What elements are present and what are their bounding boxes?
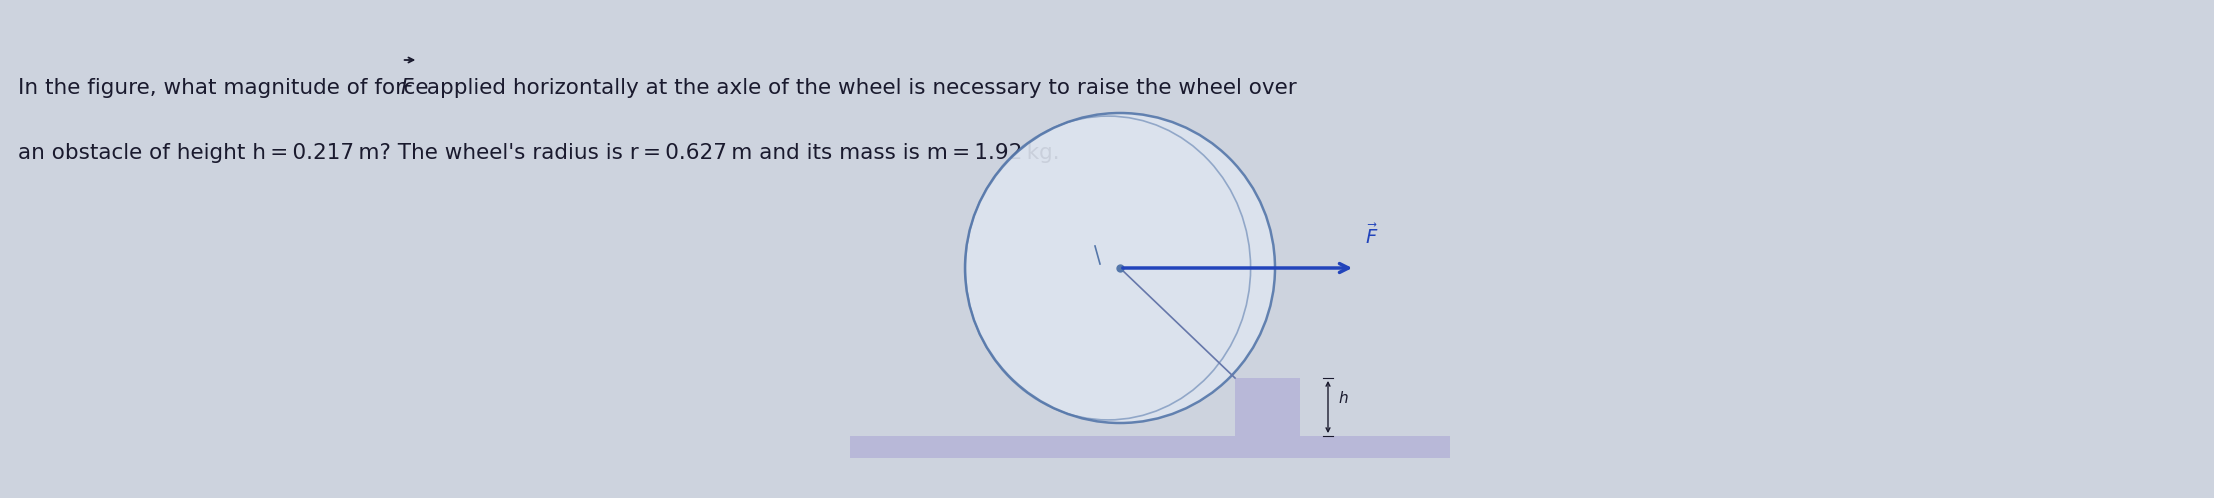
Text: In the figure, what magnitude of force: In the figure, what magnitude of force bbox=[18, 78, 436, 98]
Ellipse shape bbox=[965, 113, 1275, 423]
Bar bbox=[1235, 378, 1300, 436]
Text: $\vec{F}$: $\vec{F}$ bbox=[1366, 224, 1379, 248]
Bar bbox=[850, 436, 1450, 458]
Text: an obstacle of height h = 0.217 m? The wheel's radius is r = 0.627 m and its mas: an obstacle of height h = 0.217 m? The w… bbox=[18, 143, 1061, 163]
Text: $h$: $h$ bbox=[1337, 390, 1348, 406]
Text: applied horizontally at the axle of the wheel is necessary to raise the wheel ov: applied horizontally at the axle of the … bbox=[421, 78, 1297, 98]
Text: $\it{F}$: $\it{F}$ bbox=[401, 78, 414, 98]
